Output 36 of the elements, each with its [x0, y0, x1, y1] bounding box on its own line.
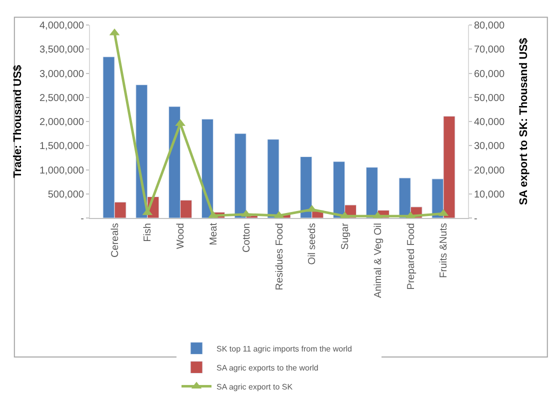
bar	[267, 139, 280, 218]
y2-tick-label: 20,000	[474, 165, 506, 176]
y2-tick-label: 50,000	[474, 92, 506, 104]
y2-tick-label: 80,000	[474, 20, 506, 32]
x-tick-label: Cereals	[110, 223, 121, 258]
x-tick-label: Oil seeds	[307, 223, 318, 265]
y-axis-title: Trade: Thousand US$	[12, 64, 24, 178]
x-tick-label: Sugar	[340, 222, 352, 250]
legend-label: SA agric export to SK	[216, 382, 294, 392]
y2-tick-label: 70,000	[474, 44, 506, 56]
y2-axis-title: SA export to SK: Thousand US$	[518, 38, 530, 206]
bar	[201, 118, 214, 218]
y2-tick-label: 60,000	[474, 68, 506, 80]
legend-label: SK top 11 agric imports from the world	[216, 344, 352, 354]
x-tick-label: Prepared Food	[406, 223, 417, 290]
x-tick-label: Fruits &Nuts	[438, 223, 450, 278]
x-tick-label: Meat	[208, 222, 220, 246]
y2-tick-label: 40,000	[474, 117, 506, 128]
x-tick-label: Residues Food	[274, 223, 286, 290]
y-tick-label: 3,000,000	[40, 68, 84, 80]
x-tick-label: Cotton	[241, 223, 252, 252]
y-tick-label: -	[80, 214, 84, 224]
y-tick-label: 4,000,000	[40, 20, 84, 32]
x-tick-label: Animal & Veg Oil	[372, 223, 384, 298]
y-tick-label: 3,500,000	[40, 44, 84, 56]
y2-tick-label: 10,000	[474, 189, 506, 200]
y2-tick-label: 30,000	[474, 141, 506, 152]
y-tick-label: 2,500,000	[40, 92, 84, 104]
y-tick-label: 1,500,000	[40, 141, 84, 152]
legend-label: SA agric exports to the world	[216, 363, 318, 372]
y-tick-label: 500,000	[48, 189, 84, 200]
x-tick-label: Wood	[176, 223, 187, 249]
y2-tick-label: -	[474, 214, 478, 224]
y-tick-label: 2,000,000	[40, 117, 84, 128]
x-tick-label: Fish	[142, 223, 154, 242]
y-tick-label: 1,000,000	[40, 165, 84, 176]
